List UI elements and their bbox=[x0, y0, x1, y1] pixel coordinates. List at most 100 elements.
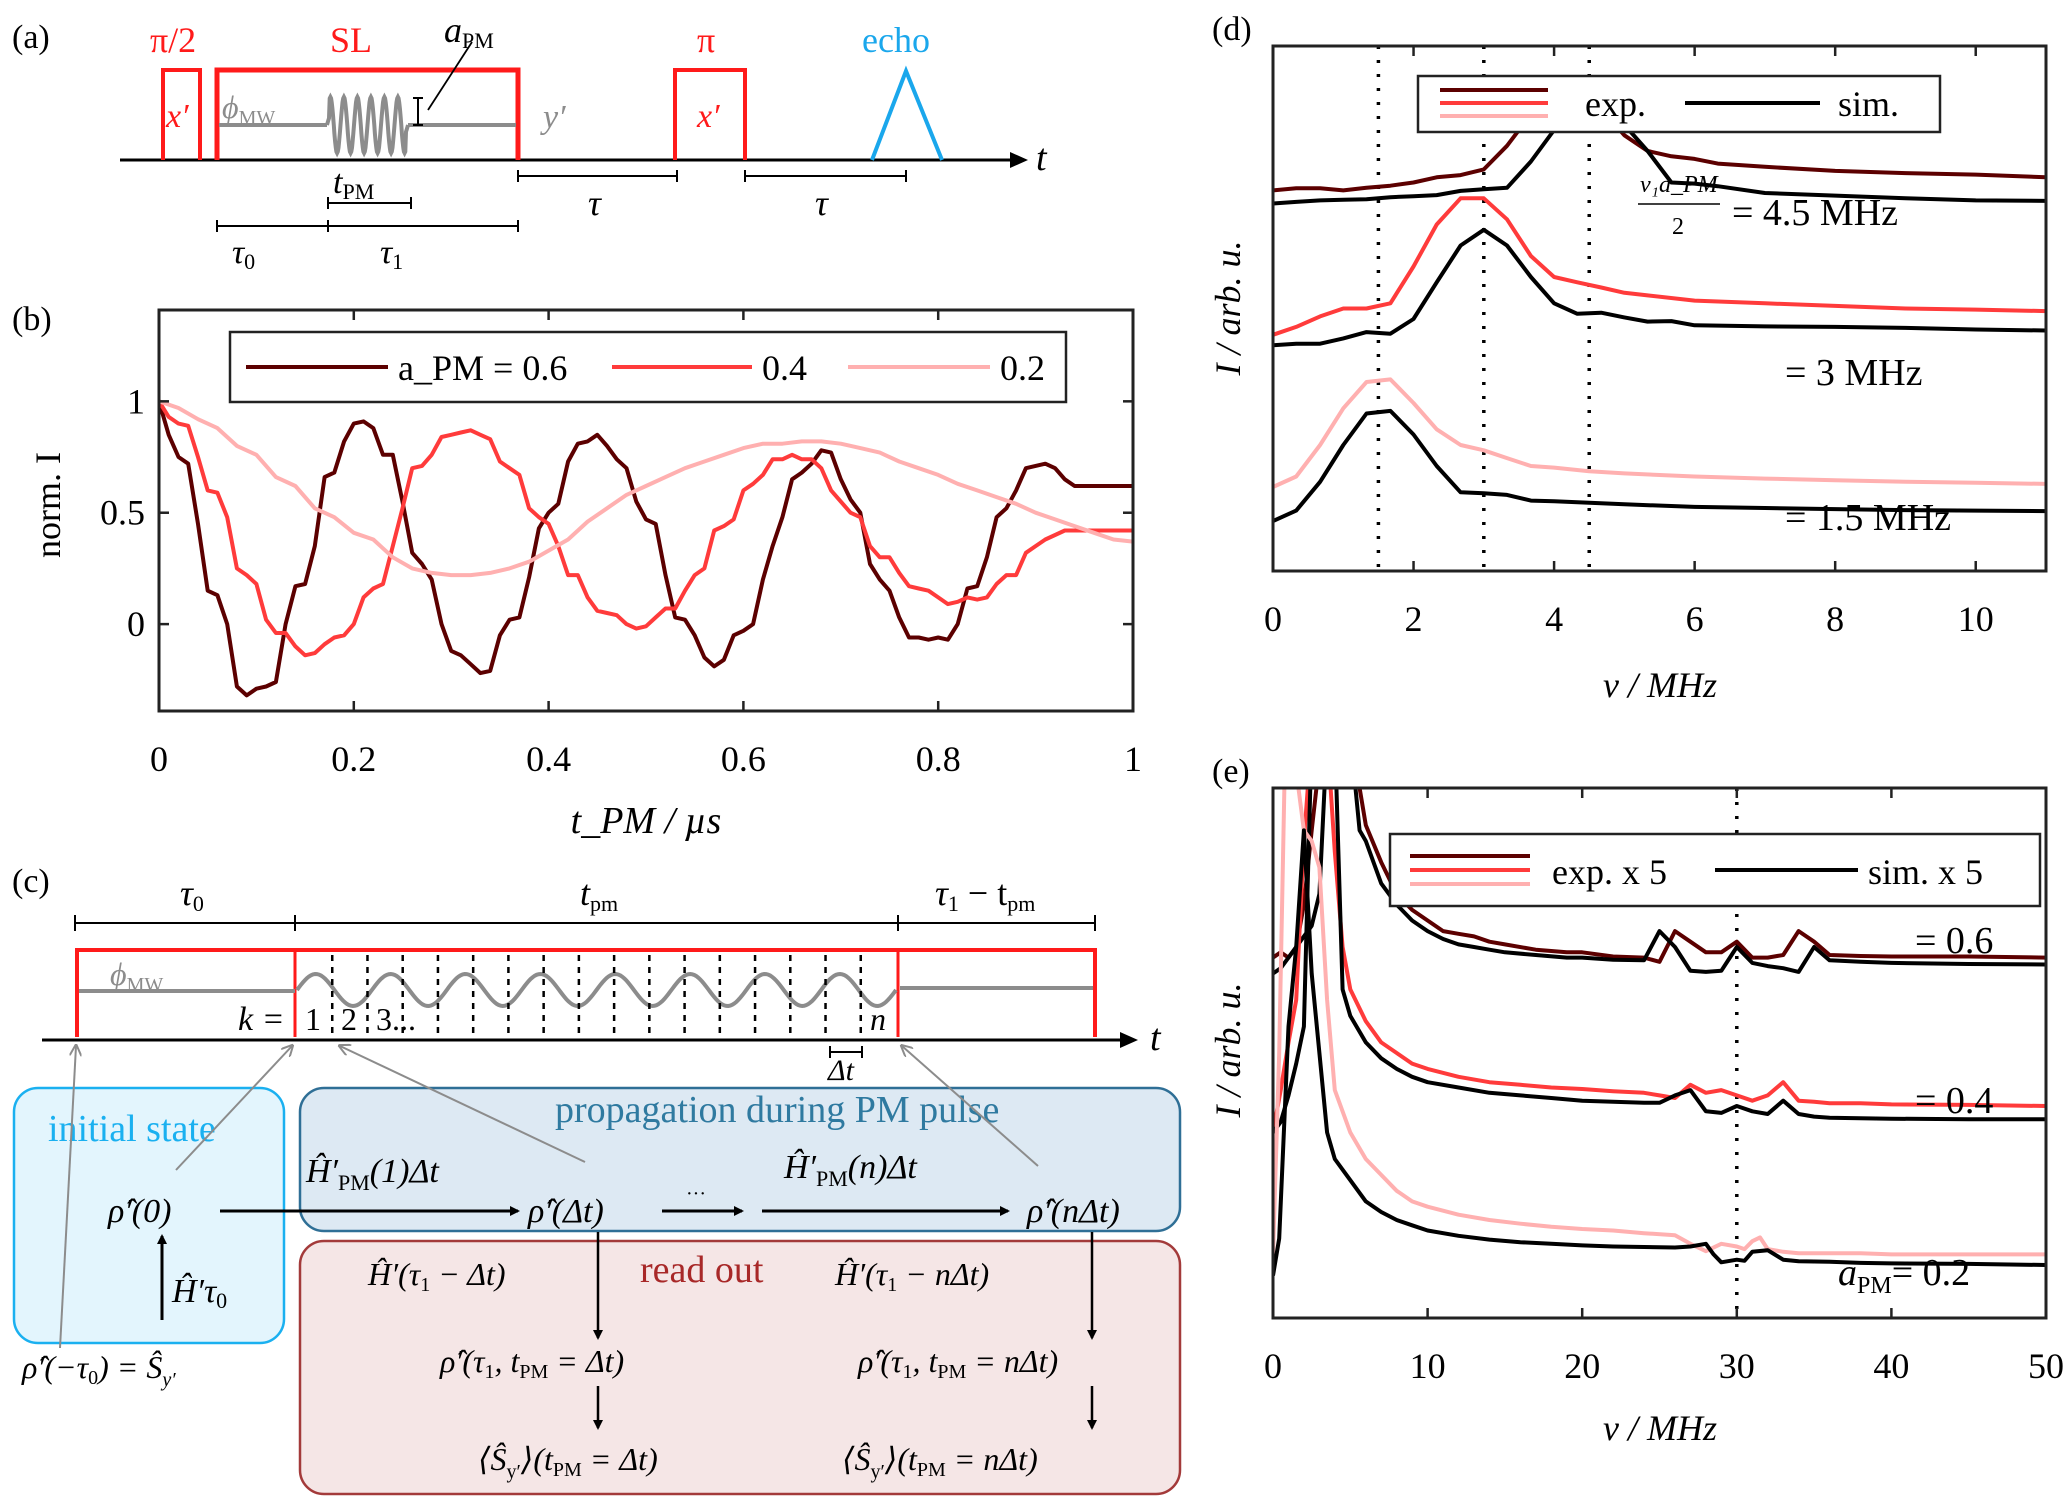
panel-a: (a) t π/2 x′ SL ϕMW aPM y′ π x′ echo τ τ… bbox=[12, 10, 1048, 274]
a-pm-leader-line bbox=[427, 41, 473, 111]
plot-d: 0 2 4 6 8 10 exp. sim. bbox=[1264, 44, 2048, 639]
annotation-fraction-num: ν₁a_PM bbox=[1640, 172, 1720, 198]
series-line bbox=[1273, 408, 2046, 523]
pm-oscillation bbox=[325, 92, 410, 158]
tau0-tau1-bracket bbox=[216, 220, 519, 232]
pi-label: π bbox=[697, 20, 715, 60]
flow-ellipsis: ··· bbox=[686, 1183, 706, 1205]
x-axis-label-b: t_PM / µs bbox=[571, 800, 722, 842]
plot-b: 0 0.2 0.4 0.6 0.8 1 0 0.5 1 a_PM = 0.6 0.4 0.2 bbox=[100, 308, 1142, 779]
rho-ndt: ρ̂′(nΔt) bbox=[1026, 1193, 1120, 1230]
panel-label-a: (a) bbox=[12, 19, 50, 56]
c-delta-t-label: Δt bbox=[827, 1054, 855, 1087]
pointer-rho-ndt-to-pm-end bbox=[902, 1046, 1039, 1167]
echo-label: echo bbox=[862, 20, 930, 60]
series-line bbox=[1273, 828, 2046, 1276]
c-tau1-minus-tpm-label: τ1 − tpm bbox=[935, 873, 1035, 916]
tau-bracket-1 bbox=[517, 170, 678, 182]
rho-read-n: ρ̂′(τ1, tPM = nΔt) bbox=[857, 1343, 1058, 1383]
annotation-fraction-den: 2 bbox=[1672, 214, 1684, 240]
pi-phase-x-prime: x′ bbox=[696, 98, 720, 135]
legend-label-sim: sim. x 5 bbox=[1868, 852, 1983, 892]
spin-lock-label: SL bbox=[330, 20, 372, 60]
rho-read-1: ρ̂′(τ1, tPM = Δt) bbox=[439, 1343, 624, 1383]
t-pm-bracket bbox=[327, 197, 412, 209]
readout-box bbox=[298, 1239, 1182, 1496]
x-tick-label: 0 bbox=[150, 739, 168, 779]
c-phi-mw-label: ϕMW bbox=[110, 956, 163, 996]
c-pulse-envelope bbox=[75, 948, 1097, 1037]
spin-lock-pulse bbox=[214, 67, 521, 160]
x-tick-label: 6 bbox=[1686, 599, 1704, 639]
annotation-0p4: = 0.4 bbox=[1915, 1080, 1993, 1122]
c-time-axis-label: t bbox=[1150, 1017, 1162, 1059]
pulse-phase-x-prime: x′ bbox=[165, 98, 189, 135]
c-k-equals: k = bbox=[238, 1001, 285, 1038]
c-k-1: 1 bbox=[305, 1001, 321, 1037]
echo-signal bbox=[870, 65, 944, 161]
x-axis-label-d: ν / MHz bbox=[1603, 665, 1717, 705]
panel-label-c: (c) bbox=[12, 863, 50, 900]
x-tick-label: 0 bbox=[1264, 1346, 1282, 1386]
panel-e: (e) 0 10 20 30 40 50 exp. x 5 sim. x 5 I / arb.… bbox=[1208, 753, 2064, 1448]
ylabel-b: norm. I bbox=[28, 452, 68, 558]
y-tick-label: 0 bbox=[127, 604, 145, 644]
c-time-axis-arrow-icon bbox=[1120, 1032, 1138, 1048]
series-line bbox=[1273, 227, 2046, 348]
y-axis-label-e: I / arb. u. bbox=[1208, 983, 1248, 1119]
h-readout-1: Ĥ′(τ1 − Δt) bbox=[367, 1256, 506, 1296]
x-tick-label: 50 bbox=[2028, 1346, 2064, 1386]
c-delta-t-bracket bbox=[829, 1046, 863, 1058]
x-tick-label: 40 bbox=[1873, 1346, 1909, 1386]
pointer-rho-dt-to-step1 bbox=[340, 1046, 586, 1163]
h-tau0: Ĥ′τ0 bbox=[171, 1273, 227, 1313]
panel-c: (c) τ0 tpm τ1 − tpm ϕMW k = 1 2 3... n t… bbox=[12, 863, 1182, 1496]
pointer-rho0-to-pm-start bbox=[175, 1046, 292, 1171]
legend-label-sim: sim. bbox=[1838, 84, 1899, 124]
legend-label: 0.4 bbox=[762, 348, 807, 388]
tau-label-1: τ bbox=[588, 183, 602, 223]
readout-title: read out bbox=[640, 1249, 764, 1291]
y-prime-label: y′ bbox=[540, 99, 566, 136]
series-line bbox=[159, 400, 1133, 658]
x-tick-label: 0.2 bbox=[331, 739, 376, 779]
h-readout-n: Ĥ′(τ1 − nΔt) bbox=[834, 1256, 989, 1296]
x-tick-label: 8 bbox=[1826, 599, 1844, 639]
series-line bbox=[159, 400, 1133, 698]
rho-minus-tau0: ρ̂′(−τ0) = Ŝy′ bbox=[21, 1349, 176, 1391]
axes-frame bbox=[1271, 44, 2048, 573]
x-tick-label: 0.6 bbox=[721, 739, 766, 779]
a-pm-marker bbox=[413, 97, 423, 126]
initial-state-box bbox=[12, 1086, 286, 1345]
tau-label-2: τ bbox=[815, 183, 829, 223]
time-axis-arrow-icon bbox=[1010, 152, 1028, 168]
c-k-n: n bbox=[870, 1001, 886, 1037]
pi-pulse bbox=[673, 68, 747, 160]
c-pm-oscillation bbox=[295, 971, 898, 1009]
x-tick-label: 10 bbox=[1410, 1346, 1446, 1386]
x-tick-label: 0 bbox=[1264, 599, 1282, 639]
annotation-3: = 3 MHz bbox=[1785, 352, 1923, 394]
initial-state-title: initial state bbox=[48, 1108, 216, 1150]
x-tick-label: 1 bbox=[1124, 739, 1142, 779]
series-line bbox=[159, 399, 1133, 578]
series-line bbox=[1273, 788, 2046, 1257]
series-line bbox=[1273, 788, 2046, 976]
legend-label: 0.2 bbox=[1000, 348, 1045, 388]
c-tpm-label: tpm bbox=[580, 873, 618, 916]
series-line bbox=[1273, 377, 2046, 489]
y-axis-label-d: I / arb. u. bbox=[1208, 241, 1248, 377]
panel-label-b: (b) bbox=[12, 301, 52, 338]
c-time-step-dividers bbox=[330, 955, 863, 1037]
axes-frame bbox=[157, 308, 1135, 713]
y-tick-label: 0.5 bbox=[100, 493, 145, 533]
t-pm-label: tPM bbox=[333, 164, 374, 204]
annotation-0p6: = 0.6 bbox=[1915, 920, 1993, 962]
pointer-initial-to-start bbox=[59, 1046, 76, 1349]
series-line bbox=[1273, 788, 2046, 1133]
time-axis-label: t bbox=[1036, 137, 1048, 179]
c-k-2: 2 bbox=[341, 1001, 357, 1037]
pi-half-label: π/2 bbox=[150, 20, 196, 60]
